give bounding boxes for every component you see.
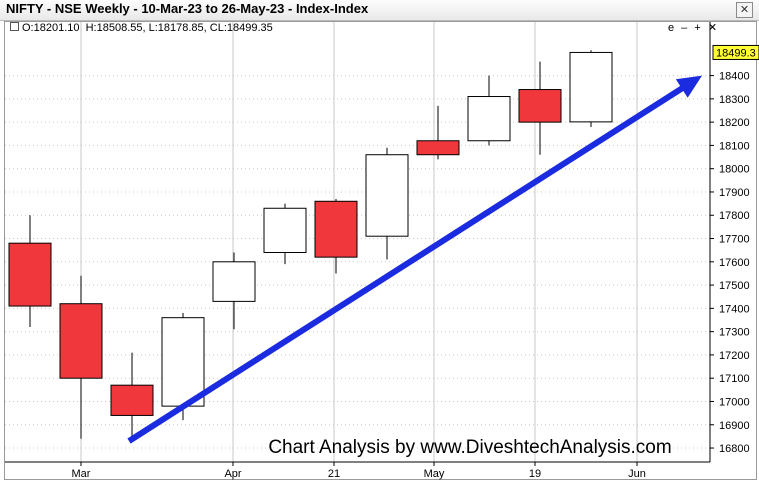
ohlc-readout: O:18201.10, H:18508.55, L:18178.85, CL:1… (10, 22, 273, 34)
candle-body (314, 200, 358, 258)
title-bar: NIFTY - NSE Weekly - 10-Mar-23 to 26-May… (0, 0, 759, 21)
y-tick-label: 17700 (719, 234, 750, 246)
y-tick-label: 18300 (719, 94, 750, 106)
ohlc-toggle-icon[interactable] (10, 22, 19, 31)
candle-up (212, 252, 256, 330)
candle-down (110, 352, 154, 442)
x-tick-label: 19 (529, 468, 541, 480)
candle-body (8, 242, 52, 307)
y-tick-label: 18200 (719, 117, 750, 129)
y-tick-label: 16900 (719, 420, 750, 432)
candle-body (59, 303, 103, 379)
candle-body (365, 154, 409, 237)
trend-arrow-shaft (127, 81, 691, 444)
y-tick-label: 17100 (719, 373, 750, 385)
y-tick-label: 17600 (719, 257, 750, 269)
axis-layer: 16800 16900 17000 17100 17200 17300 17400 17500… (5, 22, 759, 480)
trend-arrow-layer (127, 75, 702, 444)
x-tick-label: Apr (224, 468, 241, 480)
window-title: NIFTY - NSE Weekly - 10-Mar-23 to 26-May… (6, 1, 369, 16)
candle-down (518, 61, 562, 155)
watermark-text: Chart Analysis by www.DiveshtechAnalysis… (268, 437, 671, 458)
y-tick-label: 17800 (719, 210, 750, 222)
candle-down (314, 198, 358, 274)
candle-down (59, 275, 103, 439)
y-tick-label: 17900 (719, 187, 750, 199)
candle-layer (8, 50, 613, 442)
candle-up (569, 50, 613, 128)
candle-up (467, 75, 511, 146)
y-tick-label: 17500 (719, 280, 750, 292)
candle-body (518, 89, 562, 123)
candle-body (110, 384, 154, 416)
candle-body (569, 51, 613, 123)
ohlc-text: O:18201.10, H:18508.55, L:18178.85, CL:1… (22, 22, 273, 34)
y-tick-label: 18000 (719, 164, 750, 176)
x-tick-label: May (424, 468, 445, 480)
x-tick-label: Mar (72, 468, 91, 480)
candle-body (467, 96, 511, 142)
close-icon[interactable]: ✕ (736, 2, 753, 18)
candle-body (161, 317, 205, 407)
chart-frame (4, 21, 757, 480)
candle-down (416, 105, 460, 160)
x-tick-label: 21 (328, 468, 340, 480)
y-tick-label: 16800 (719, 443, 750, 455)
y-tick-label: 17400 (719, 303, 750, 315)
y-tick-label: 17200 (719, 350, 750, 362)
panel-controls[interactable]: e – + ✕ (668, 22, 720, 34)
trend-arrow-head (675, 75, 702, 98)
y-tick-label: 17300 (719, 327, 750, 339)
candle-body (263, 207, 307, 253)
candle-up (161, 313, 205, 421)
last-price-label: 18499.3 (716, 47, 756, 59)
last-price-tag (712, 44, 759, 60)
candle-body (416, 140, 460, 156)
candle-up (263, 203, 307, 265)
candle-body (212, 261, 256, 302)
y-tick-label: 18400 (719, 71, 750, 83)
y-tick-label: 18100 (719, 140, 750, 152)
candle-down (8, 215, 52, 327)
y-tick-label: 17000 (719, 396, 750, 408)
candle-up (365, 147, 409, 260)
x-tick-label: Jun (628, 468, 646, 480)
